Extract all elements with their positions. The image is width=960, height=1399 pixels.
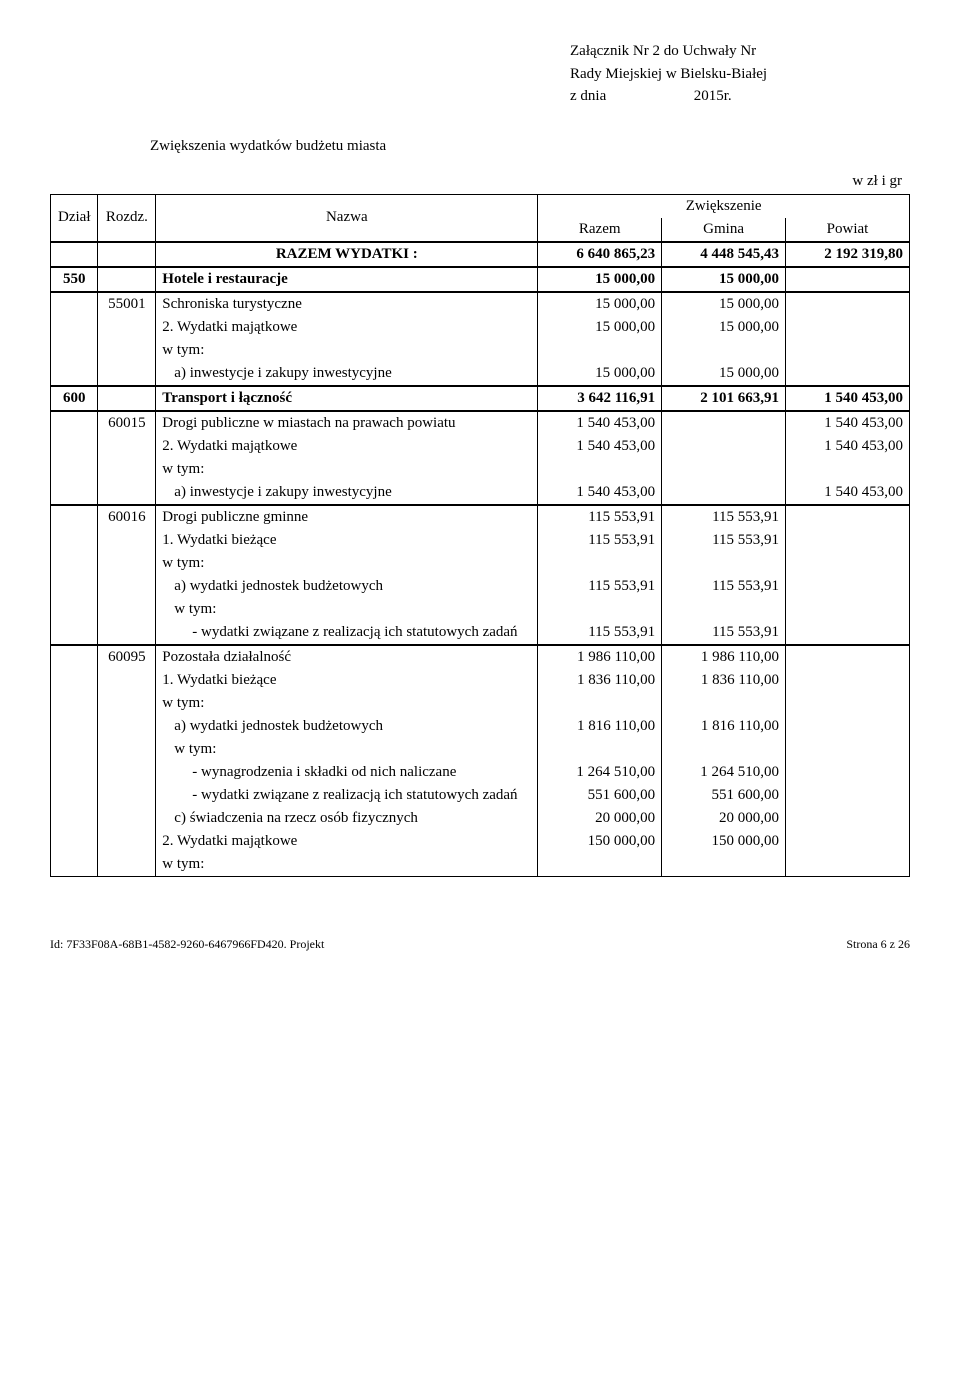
unit-label: w zł i gr [50, 173, 910, 190]
header-line-3: z dnia 2015r. [570, 85, 910, 108]
table-row: a) inwestycje i zakupy inwestycyjne 15 0… [51, 362, 910, 386]
totals-razem: 6 640 865,23 [538, 242, 662, 267]
table-row: - wydatki związane z realizacją ich stat… [51, 621, 910, 645]
table-row: 2. Wydatki majątkowe 150 000,00 150 000,… [51, 830, 910, 853]
table-row: w tym: [51, 853, 910, 877]
budget-table: Dział Rozdz. Nazwa Zwiększenie Razem Gmi… [50, 194, 910, 877]
table-row: 1. Wydatki bieżące 115 553,91 115 553,91 [51, 529, 910, 552]
table-row: c) świadczenia na rzecz osób fizycznych … [51, 807, 910, 830]
table-row: 1. Wydatki bieżące 1 836 110,00 1 836 11… [51, 669, 910, 692]
col-nazwa: Nazwa [156, 194, 538, 242]
table-row: a) wydatki jednostek budżetowych 1 816 1… [51, 715, 910, 738]
table-row: 2. Wydatki majątkowe 1 540 453,00 1 540 … [51, 435, 910, 458]
footer-right: Strona 6 z 26 [846, 937, 910, 952]
section-row: 600 Transport i łączność 3 642 116,91 2 … [51, 386, 910, 411]
table-row: w tym: [51, 458, 910, 481]
col-razem: Razem [538, 218, 662, 242]
table-row: w tym: [51, 339, 910, 362]
col-dzial: Dział [51, 194, 98, 242]
document-subtitle: Zwiększenia wydatków budżetu miasta [150, 138, 910, 155]
table-row: a) inwestycje i zakupy inwestycyjne 1 54… [51, 481, 910, 505]
col-powiat: Powiat [786, 218, 910, 242]
attachment-header: Załącznik Nr 2 do Uchwały Nr Rady Miejsk… [570, 40, 910, 108]
table-row: - wydatki związane z realizacją ich stat… [51, 784, 910, 807]
col-rozdz: Rozdz. [98, 194, 156, 242]
table-row: w tym: [51, 738, 910, 761]
totals-row: RAZEM WYDATKI : 6 640 865,23 4 448 545,4… [51, 242, 910, 267]
table-row: w tym: [51, 598, 910, 621]
table-row: a) wydatki jednostek budżetowych 115 553… [51, 575, 910, 598]
table-row: w tym: [51, 552, 910, 575]
table-row: 60015 Drogi publiczne w miastach na praw… [51, 411, 910, 435]
table-row: 60095 Pozostała działalność 1 986 110,00… [51, 645, 910, 669]
table-row: w tym: [51, 692, 910, 715]
footer-left: Id: 7F33F08A-68B1-4582-9260-6467966FD420… [50, 937, 324, 952]
totals-gmina: 4 448 545,43 [662, 242, 786, 267]
section-row: 550 Hotele i restauracje 15 000,00 15 00… [51, 267, 910, 292]
header-line-1: Załącznik Nr 2 do Uchwały Nr [570, 40, 910, 63]
table-row: 2. Wydatki majątkowe 15 000,00 15 000,00 [51, 316, 910, 339]
totals-label: RAZEM WYDATKI : [156, 242, 538, 267]
header-line-2: Rady Miejskiej w Bielsku-Białej [570, 63, 910, 86]
totals-powiat: 2 192 319,80 [786, 242, 910, 267]
table-row: 60016 Drogi publiczne gminne 115 553,91 … [51, 505, 910, 529]
table-row: 55001 Schroniska turystyczne 15 000,00 1… [51, 292, 910, 316]
col-gmina: Gmina [662, 218, 786, 242]
table-row: - wynagrodzenia i składki od nich nalicz… [51, 761, 910, 784]
col-zwiekszenie: Zwiększenie [538, 194, 910, 218]
page-footer: Id: 7F33F08A-68B1-4582-9260-6467966FD420… [50, 937, 910, 952]
